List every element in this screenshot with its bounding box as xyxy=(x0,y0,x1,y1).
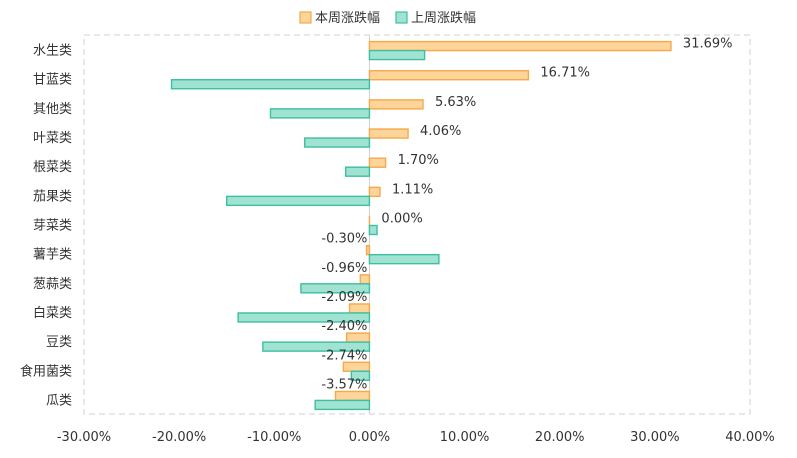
bar-last-week-5 xyxy=(344,166,371,177)
data-label-2: 16.71% xyxy=(540,66,590,81)
category-label-12: 食用菌类 xyxy=(20,363,72,379)
data-label-6: 1.11% xyxy=(392,182,433,197)
data-label-7: 0.00% xyxy=(381,212,422,227)
category-label-3: 其他类 xyxy=(33,102,72,117)
bar-this-week-1 xyxy=(368,40,672,52)
bar-last-week-6 xyxy=(226,195,371,207)
bar-last-week-4 xyxy=(304,137,371,148)
category-label-8: 薯芋类 xyxy=(33,248,72,263)
bars xyxy=(170,40,672,411)
data-label-11: -2.40% xyxy=(321,319,367,334)
category-label-1: 水生类 xyxy=(33,44,72,59)
data-label-5: 1.70% xyxy=(398,153,439,168)
data-label-8: -0.30% xyxy=(321,232,367,247)
x-tick-label-3: -10.00% xyxy=(247,430,301,445)
category-label-9: 葱蒜类 xyxy=(33,277,72,292)
bar-last-week-11 xyxy=(262,341,371,352)
category-label-6: 茄果类 xyxy=(33,189,72,204)
bar-this-week-12 xyxy=(342,361,371,372)
category-label-10: 白菜类 xyxy=(33,305,72,321)
category-label-4: 叶菜类 xyxy=(33,131,72,146)
legend-label-2: 上周涨跌幅 xyxy=(411,10,476,26)
legend-swatch-1 xyxy=(299,11,312,24)
plot-frame xyxy=(83,34,751,415)
bar-last-week-9 xyxy=(300,283,371,294)
category-label-2: 甘蓝类 xyxy=(33,73,72,88)
bar-last-week-13 xyxy=(314,399,371,411)
x-tick-label-1: -30.00% xyxy=(57,430,111,445)
bar-this-week-9 xyxy=(359,274,371,285)
bar-this-week-6 xyxy=(368,186,381,198)
bar-this-week-8 xyxy=(365,244,371,256)
bar-this-week-5 xyxy=(368,157,387,168)
x-tick-label-8: 40.00% xyxy=(725,430,775,445)
x-tick-labels: -30.00% -20.00% -10.00% 0.00% 10.00% 20.00% 30… xyxy=(57,430,775,445)
bar-this-week-4 xyxy=(368,128,409,139)
bar-last-week-7 xyxy=(368,224,378,236)
data-label-13: -3.57% xyxy=(321,377,367,392)
bar-this-week-3 xyxy=(368,99,424,110)
data-label-12: -2.74% xyxy=(321,348,367,363)
data-labels: 31.69% 16.71% 5.63% 4.06% 1.70% 1.11% 0.00% -0.… xyxy=(321,37,732,393)
x-tick-label-4: 0.00% xyxy=(349,430,390,445)
legend-label-1: 本周涨跌幅 xyxy=(315,10,380,26)
x-tick-label-5: 10.00% xyxy=(440,430,490,445)
data-label-3: 5.63% xyxy=(435,95,476,110)
bar-last-week-1 xyxy=(368,49,426,61)
x-tick-label-6: 20.00% xyxy=(535,430,585,445)
bar-last-week-8 xyxy=(368,253,440,265)
legend-swatch-2 xyxy=(395,11,408,24)
data-label-4: 4.06% xyxy=(420,124,461,139)
category-label-11: 豆类 xyxy=(46,335,72,350)
data-label-1: 31.69% xyxy=(683,37,733,52)
bar-last-week-12 xyxy=(350,370,371,381)
bar-last-week-3 xyxy=(269,108,371,119)
bar-this-week-10 xyxy=(348,303,371,314)
data-label-9: -0.96% xyxy=(321,261,367,276)
x-tick-label-7: 30.00% xyxy=(630,430,680,445)
bar-this-week-13 xyxy=(334,390,371,402)
data-label-10: -2.09% xyxy=(321,290,367,305)
legend: 本周涨跌幅 上周涨跌幅 xyxy=(299,10,476,26)
category-label-7: 芽菜类 xyxy=(33,219,72,234)
bar-last-week-10 xyxy=(237,312,371,323)
x-tick-label-2: -20.00% xyxy=(152,430,206,445)
bar-this-week-11 xyxy=(345,332,371,343)
bar-this-week-2 xyxy=(368,70,530,81)
category-label-5: 根菜类 xyxy=(33,160,72,175)
category-label-13: 瓜类 xyxy=(46,393,72,408)
bar-last-week-2 xyxy=(170,79,371,90)
